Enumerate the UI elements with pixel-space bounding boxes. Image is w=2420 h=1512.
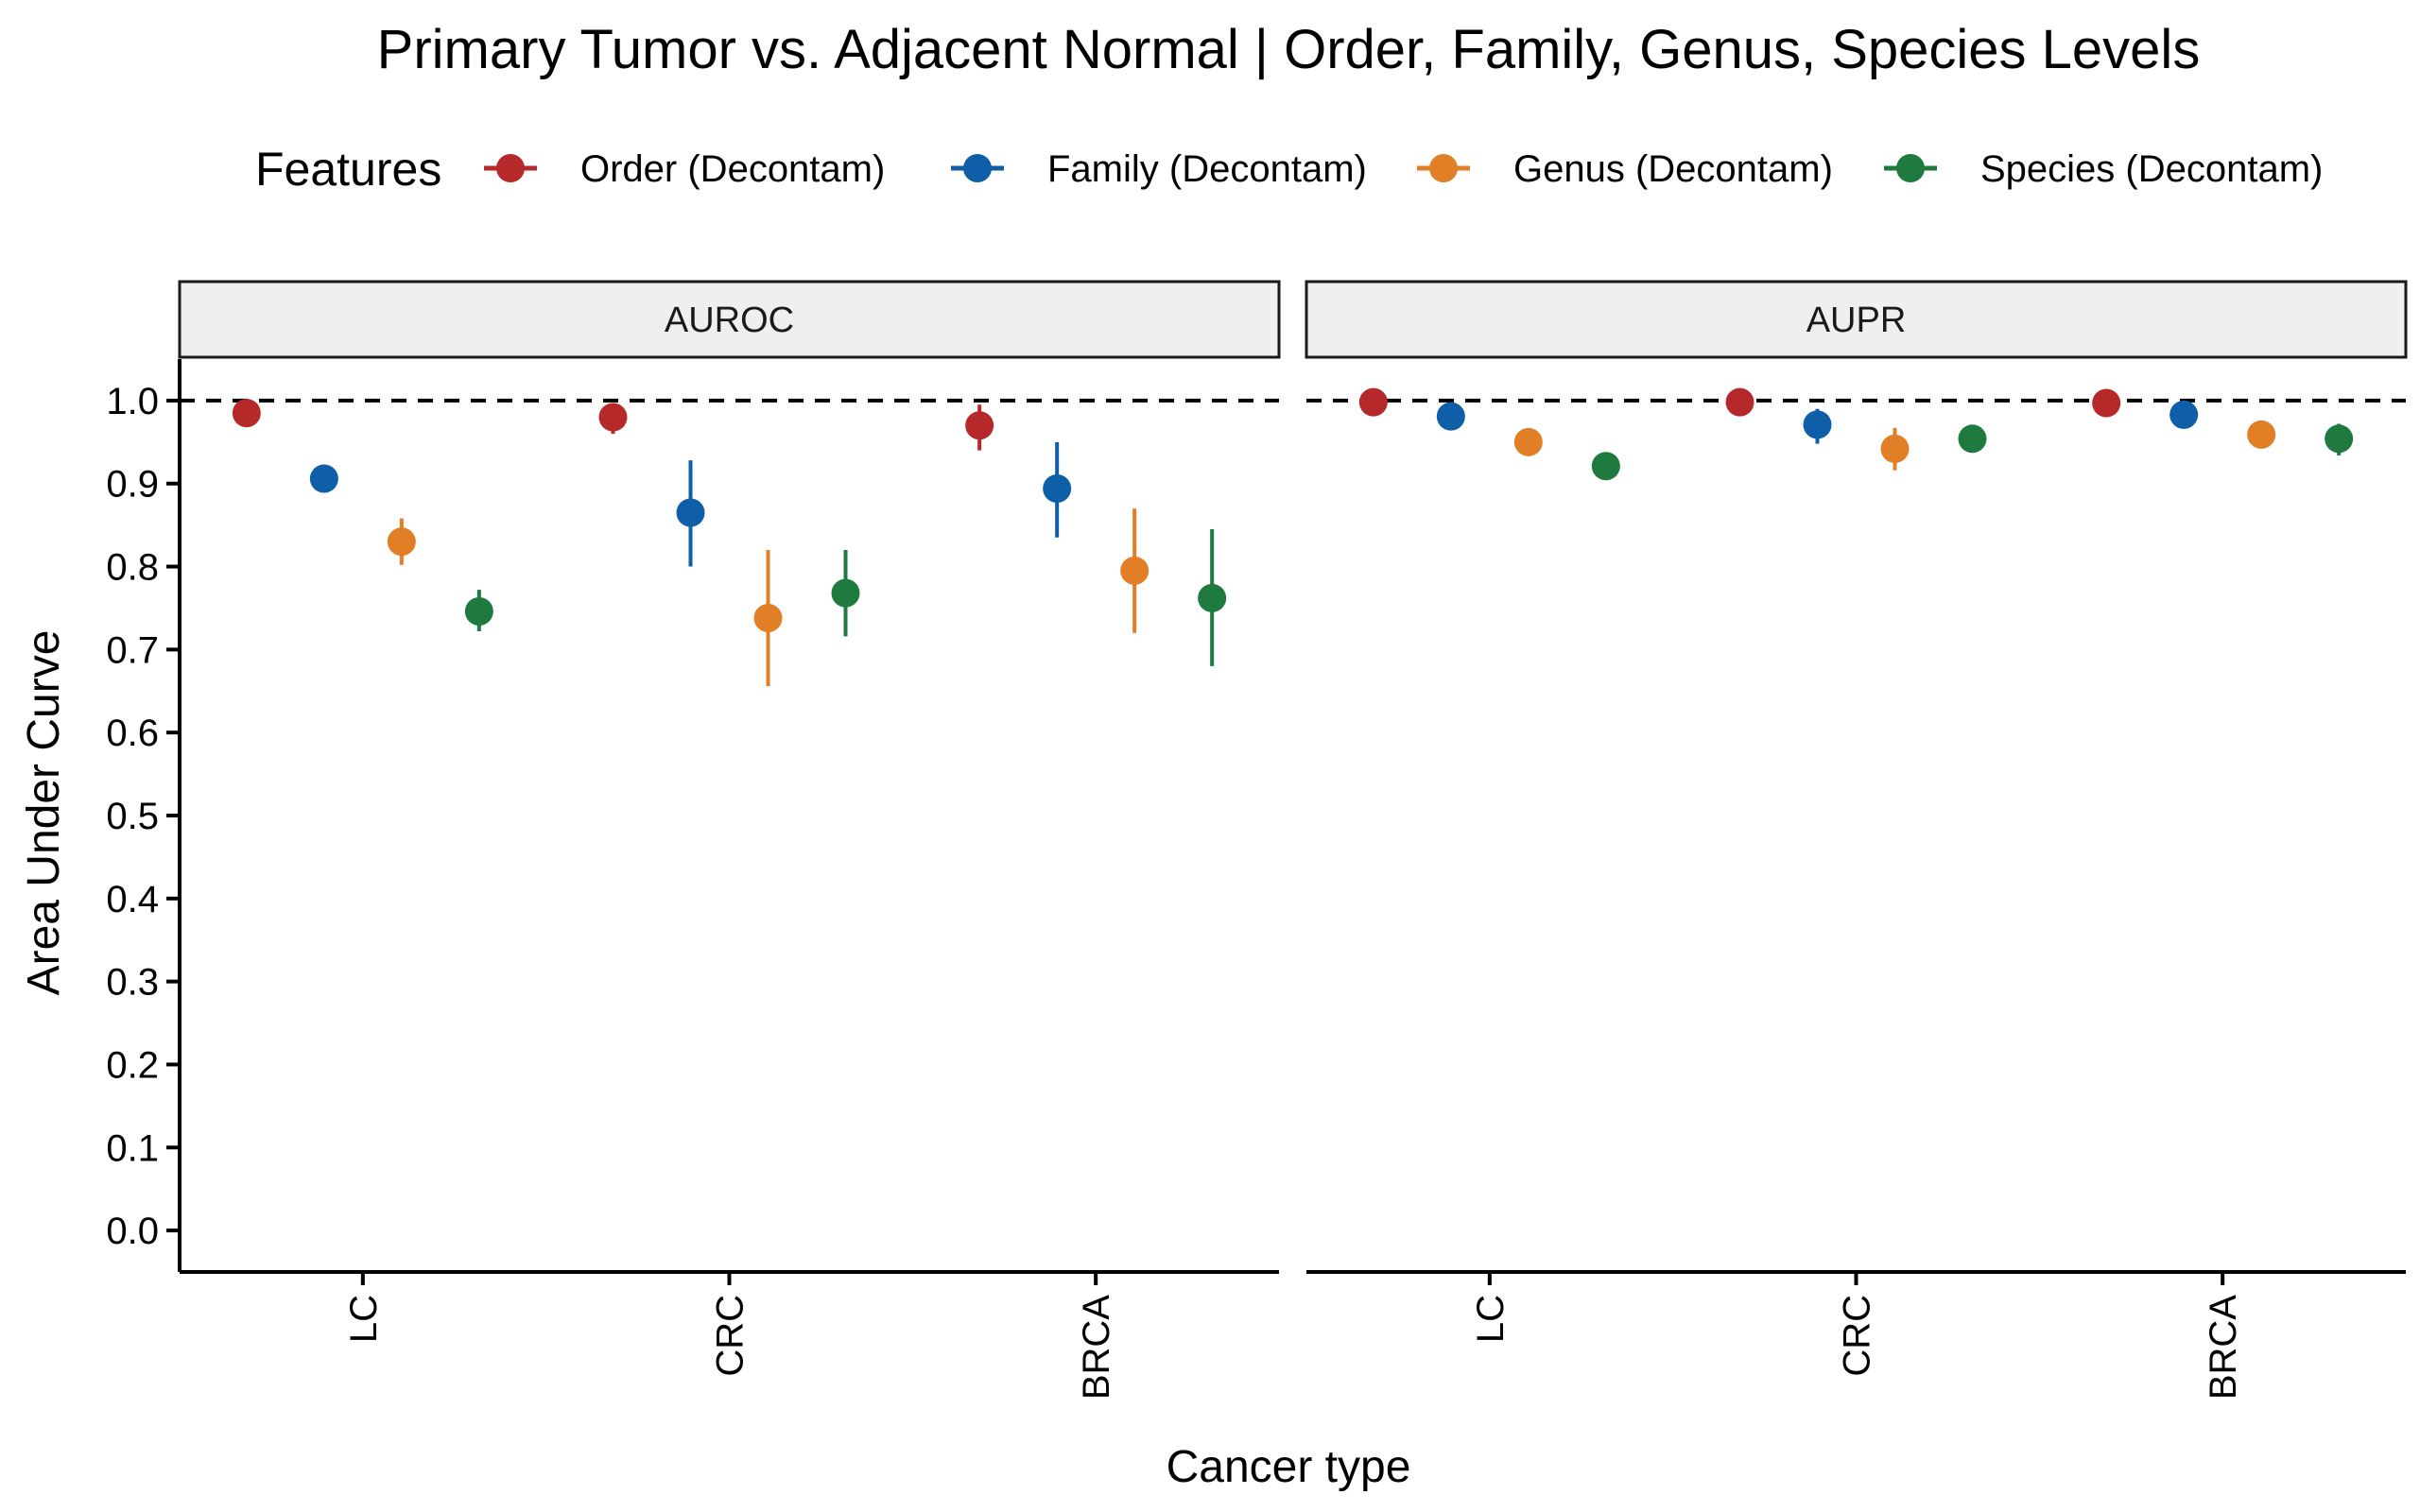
y-tick-label-3: 0.3 [106,962,159,1004]
legend-key-marker-species-decontam [1896,154,1925,182]
series-auroc-genus-decontam [387,508,1150,687]
legend-title: Features [255,143,441,196]
panel-aupr: AUPR LC CRC BRCA [1305,280,2408,1400]
series-auroc-species-decontam [464,529,1227,666]
series-aupr-order-decontam [1358,387,2121,418]
point-auroc-genus-decontam-brca [1120,556,1150,585]
strip-label-aupr: AUPR [1806,301,1907,340]
series-aupr-species-decontam [1591,423,2354,481]
x-tick-label-aupr-crc: CRC [1837,1295,1878,1377]
point-aupr-family-decontam-brca [2169,400,2199,429]
y-tick-label-9: 0.9 [106,464,159,506]
point-aupr-order-decontam-crc [1725,387,1754,417]
panel-auroc: AUROC LC CRC BRCA [178,280,1281,1400]
point-aupr-species-decontam-crc [1958,424,1987,454]
point-auroc-family-decontam-lc [309,464,338,493]
point-auroc-family-decontam-crc [676,498,705,527]
legend-key-marker-genus-decontam [1429,154,1458,182]
x-axis-title: Cancer type [1167,1442,1411,1492]
y-tick-label-7: 0.7 [106,629,159,671]
y-tick-label-0: 0.0 [106,1211,159,1252]
point-auroc-family-decontam-brca [1043,473,1072,503]
x-tick-label-auroc-lc: LC [343,1295,385,1343]
legend: Features Order (Decontam) Family (Deconta… [255,143,2323,196]
y-tick-label-8: 0.8 [106,547,159,589]
point-auroc-order-decontam-brca [965,411,994,440]
legend-key-marker-family-decontam [963,154,992,182]
point-aupr-family-decontam-lc [1436,402,1465,431]
y-tick-label-5: 0.5 [106,796,159,837]
y-axis: 0.0 0.1 0.2 0.3 0.4 0.5 0.6 0.7 0.8 0.9 1.0 [106,359,182,1272]
strip-label-auroc: AUROC [665,301,794,340]
x-tick-label-aupr-brca: BRCA [2203,1295,2244,1400]
point-auroc-species-decontam-lc [464,596,493,626]
point-auroc-genus-decontam-crc [753,603,783,632]
point-auroc-species-decontam-crc [831,578,860,608]
point-auroc-species-decontam-brca [1198,583,1227,612]
point-aupr-genus-decontam-crc [1880,434,1910,463]
panels: AUROC LC CRC BRCA AUPR LC CRC BRCA [178,280,2408,1400]
series-auroc-family-decontam [309,441,1072,567]
series-aupr-genus-decontam [1513,420,2276,471]
point-aupr-order-decontam-brca [2092,388,2121,418]
point-aupr-order-decontam-lc [1358,387,1388,417]
legend-label-order-decontam: Order (Decontam) [580,148,885,190]
y-tick-label-4: 0.4 [106,879,159,920]
legend-label-family-decontam: Family (Decontam) [1047,148,1367,190]
x-tick-label-aupr-lc: LC [1470,1295,1512,1343]
point-auroc-genus-decontam-lc [387,527,416,557]
strip-aupr [1305,280,2408,359]
series-auroc-order-decontam [232,399,994,451]
y-tick-label-2: 0.2 [106,1044,159,1086]
legend-key-marker-order-decontam [496,154,525,182]
legend-label-genus-decontam: Genus (Decontam) [1513,148,1833,190]
point-aupr-genus-decontam-brca [2247,420,2276,449]
point-aupr-family-decontam-crc [1803,410,1832,439]
series-aupr-family-decontam [1436,400,2199,444]
y-tick-label-6: 0.6 [106,713,159,754]
strip-auroc [178,280,1281,359]
x-tick-label-auroc-brca: BRCA [1076,1295,1117,1400]
legend-label-species-decontam: Species (Decontam) [1980,148,2323,190]
point-aupr-species-decontam-brca [2325,424,2354,454]
point-aupr-genus-decontam-lc [1513,427,1543,456]
point-aupr-species-decontam-lc [1591,452,1620,481]
point-auroc-order-decontam-crc [598,403,628,432]
y-tick-label-10: 1.0 [106,381,159,422]
chart-title: Primary Tumor vs. Adjacent Normal | Orde… [377,19,2201,80]
x-tick-label-auroc-crc: CRC [710,1295,752,1377]
y-axis-title: Area Under Curve [19,630,69,996]
y-tick-label-1: 0.1 [106,1127,159,1169]
point-auroc-order-decontam-lc [232,399,261,428]
